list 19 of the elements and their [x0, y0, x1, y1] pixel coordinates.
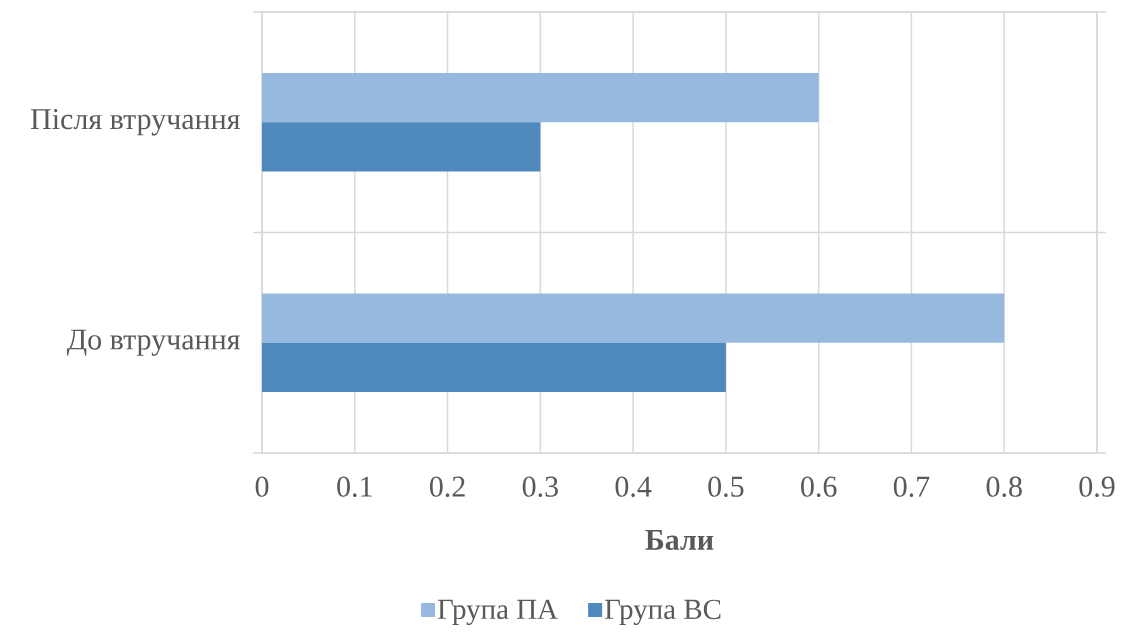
- x-axis-title: Бали: [645, 530, 714, 550]
- y-tick-label: Після втручання: [30, 109, 240, 136]
- bar: [262, 122, 541, 172]
- x-tick-label: 0.3: [522, 476, 558, 497]
- x-tick-label: 0.1: [337, 476, 372, 497]
- x-tick-label: 0.5: [708, 476, 744, 497]
- y-tick-label: До втручання: [66, 329, 240, 356]
- x-tick-label: 0.8: [986, 476, 1022, 497]
- legend-label: Група ВС: [604, 599, 721, 626]
- x-tick-label: 0: [255, 476, 269, 497]
- x-tick-label: 0.6: [801, 476, 837, 497]
- legend-label: Група ПА: [437, 599, 558, 626]
- bar: [262, 342, 726, 392]
- bar: [262, 293, 1005, 343]
- x-tick-label: 0.4: [615, 476, 652, 497]
- bar: [262, 73, 819, 123]
- x-tick-label: 0.7: [893, 476, 930, 497]
- x-tick-label: 0.2: [429, 476, 465, 497]
- x-tick-label: 0.9: [1079, 476, 1115, 497]
